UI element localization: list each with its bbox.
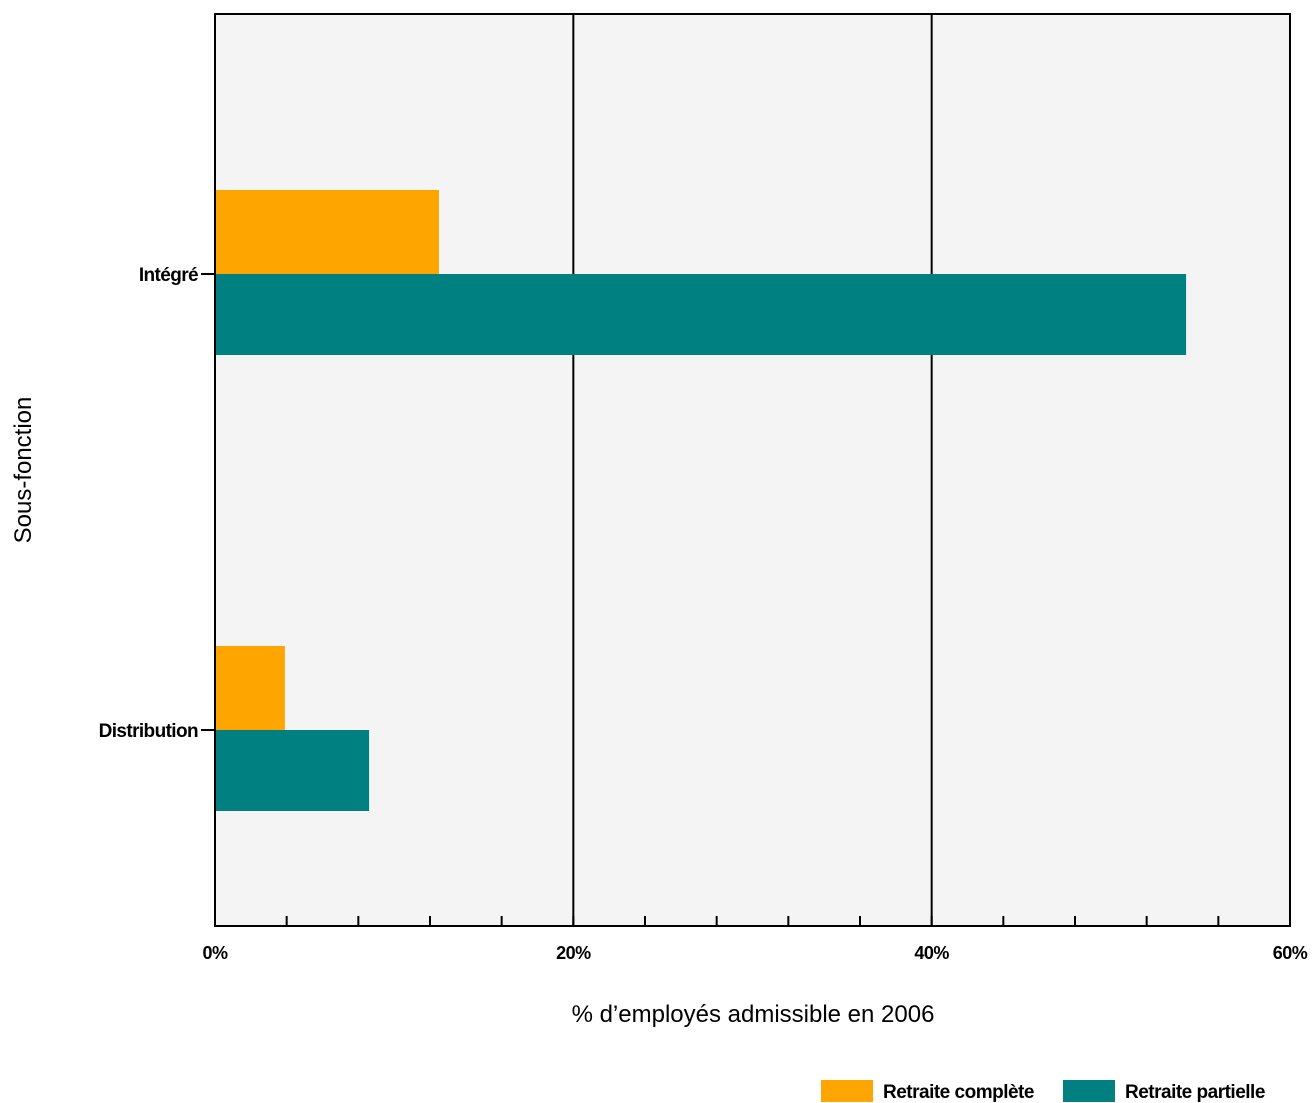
plot-area: [215, 14, 1290, 926]
x-axis-tick-labels: 0% 20% 40% 60%: [202, 943, 1308, 963]
plot-frame: [214, 13, 1291, 927]
x-axis-title: % d’employés admissible en 2006: [572, 1001, 935, 1028]
y-category-label-0: Intégré: [139, 265, 198, 286]
y-axis-title: Sous-fonction: [10, 397, 37, 544]
bar-distribution-complete: [215, 646, 285, 730]
legend-swatch-retraite-complete: [821, 1080, 873, 1102]
legend: Retraite complète Retraite partielle: [821, 1080, 1265, 1103]
y-axis-category-labels: Intégré Distribution: [99, 265, 199, 742]
x-axis-ticks: [285, 916, 1220, 926]
legend-label-retraite-partielle: Retraite partielle: [1125, 1082, 1265, 1103]
x-tick-label-3: 60%: [1273, 943, 1308, 963]
x-tick-label-0: 0%: [202, 943, 228, 963]
bar-distribution-partielle: [215, 730, 370, 811]
legend-swatch-retraite-partielle: [1063, 1080, 1115, 1102]
gridlines: [572, 14, 933, 926]
legend-label-retraite-complete: Retraite complète: [883, 1082, 1034, 1103]
y-category-label-1: Distribution: [99, 721, 198, 742]
x-tick-label-1: 20%: [556, 943, 591, 963]
y-axis-ticks: [201, 273, 215, 731]
bar-intégré-partielle: [215, 274, 1187, 355]
x-tick-label-2: 40%: [914, 943, 949, 963]
bar-intégré-complete: [215, 190, 439, 274]
bars: [215, 190, 1187, 811]
